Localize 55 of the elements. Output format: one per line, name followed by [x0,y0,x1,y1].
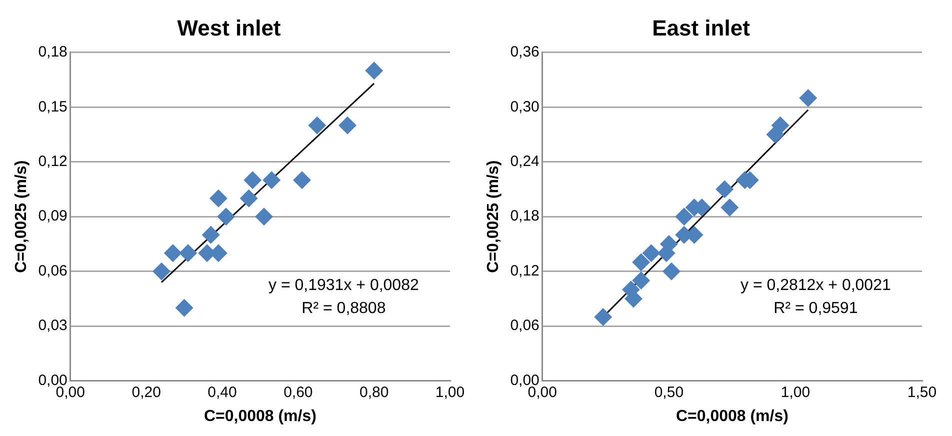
point [642,244,660,262]
x-tick-label: 1,50 [907,384,937,401]
annotation: y = 0,2812x + 0,0021 [740,276,891,294]
point [179,244,198,262]
x-tick-label: 1,00 [780,384,810,401]
point [217,208,236,226]
x-tick-label: 0,50 [654,384,684,401]
point [716,180,734,198]
point [254,208,273,226]
y-tick-label: 0,30 [510,98,540,116]
x-tick-label: 1,00 [435,384,465,401]
point [632,271,650,290]
point [720,198,739,216]
point [365,62,384,80]
point [594,308,612,326]
y-tick-label: 0,12 [38,153,68,170]
y-tick-label: 0,06 [38,262,68,280]
y-tick-label: 0,03 [38,317,68,334]
y-tick-label: 0,36 [510,44,540,61]
point [675,208,694,226]
y-tick-label: 0,15 [38,98,68,116]
x-axis-title: C=0,0008 (m/s) [676,408,788,425]
annotation: R² = 0,8808 [302,300,386,317]
point [152,262,170,280]
y-tick-label: 0,06 [510,317,540,334]
y-axis-title: C=0,0025 (m/s) [485,160,502,273]
y-tick-label: 0,24 [510,153,540,170]
y-tick-label: 0,09 [38,208,68,225]
point [244,171,262,190]
point [799,89,818,108]
point [202,226,220,244]
y-axis-title: C=0,0025 (m/s) [13,160,30,273]
point [308,116,326,134]
x-tick-label: 0,40 [208,384,237,401]
x-tick-label: 0,20 [132,384,161,401]
point [262,171,281,190]
point [164,244,182,262]
x-axis-title: C=0,0008 (m/s) [204,408,316,425]
point [632,253,650,272]
x-tick-label: 0,60 [284,384,313,401]
point [771,116,790,134]
point [240,189,258,208]
point [662,262,680,280]
annotation: R² = 0,9591 [774,300,858,317]
chart-title: West inlet [177,15,282,40]
annotation: y = 0,1931x + 0,0082 [268,276,419,294]
y-tick-label: 0,18 [38,44,68,61]
y-tick-label: 0,12 [510,262,540,280]
y-tick-label: 0,18 [510,208,540,225]
chart-title: East inlet [652,15,751,40]
point [338,116,357,134]
point [175,298,194,317]
point [209,189,228,208]
x-tick-label: 0,80 [359,384,389,401]
point [292,171,311,190]
